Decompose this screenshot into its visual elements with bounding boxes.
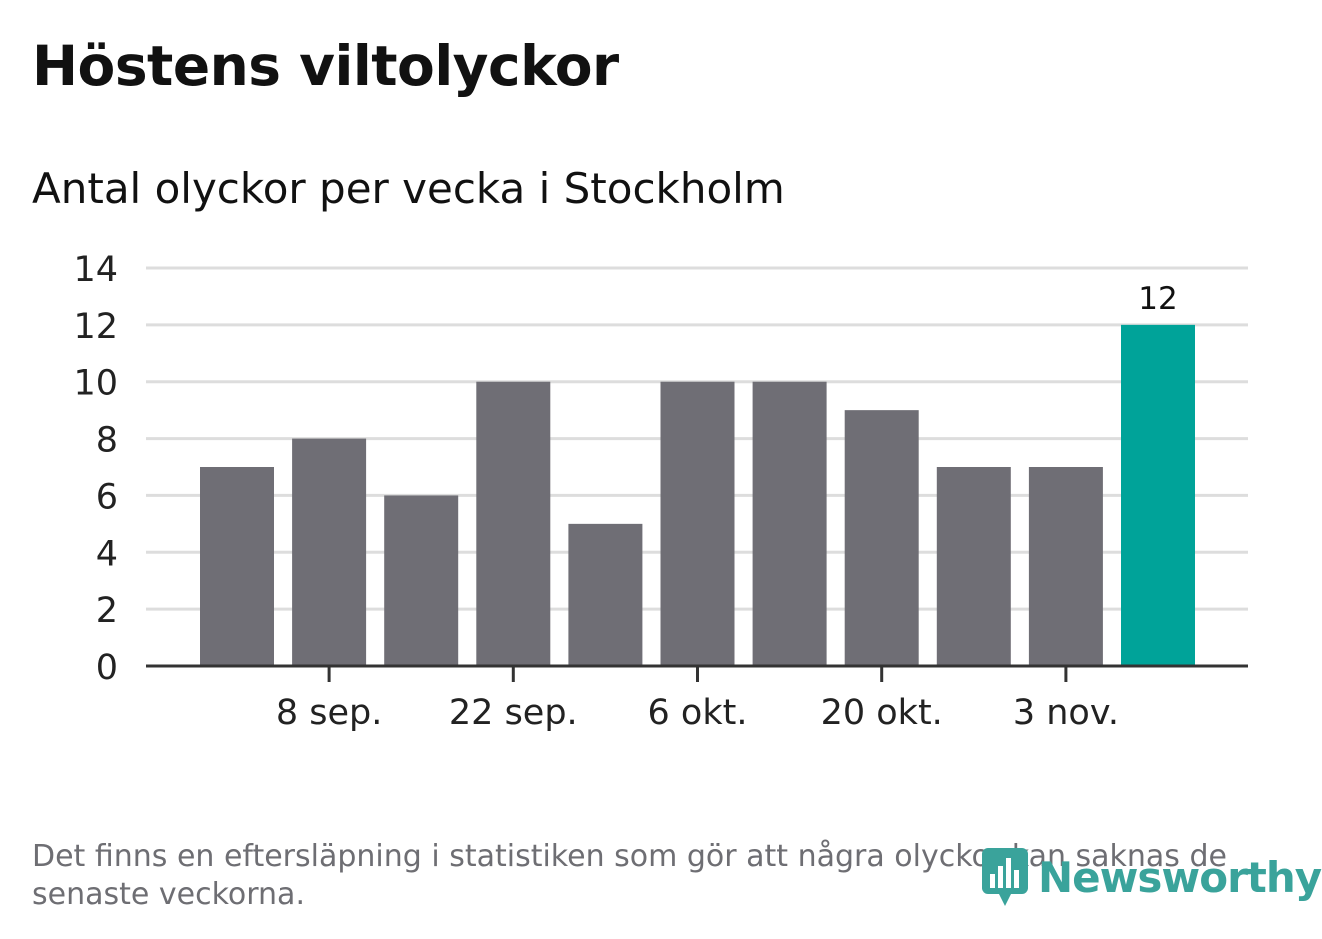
chart-title: Höstens viltolyckor bbox=[32, 34, 619, 98]
y-tick-label: 2 bbox=[96, 591, 118, 631]
x-tick-label: 22 sep. bbox=[449, 693, 578, 733]
bar bbox=[476, 381, 551, 666]
y-tick-label: 8 bbox=[96, 421, 118, 461]
x-tick-label: 8 sep. bbox=[276, 693, 383, 733]
y-tick-label: 14 bbox=[73, 250, 118, 290]
bar bbox=[568, 523, 643, 666]
bar bbox=[936, 467, 1011, 666]
chart-subtitle: Antal olyckor per vecka i Stockholm bbox=[32, 164, 785, 213]
bar bbox=[660, 381, 735, 666]
y-tick-label: 0 bbox=[96, 648, 118, 688]
bar bbox=[844, 410, 919, 666]
x-tick-label: 6 okt. bbox=[648, 693, 748, 733]
y-tick-label: 10 bbox=[73, 364, 118, 404]
newsworthy-logo: Newsworthy bbox=[980, 846, 1322, 908]
bar bbox=[292, 438, 367, 666]
y-tick-label: 4 bbox=[96, 534, 118, 574]
x-tick-label: 3 nov. bbox=[1013, 693, 1119, 733]
x-tick-label: 20 okt. bbox=[821, 693, 943, 733]
data-label: 12 bbox=[1138, 281, 1177, 317]
newsworthy-logo-icon bbox=[982, 848, 1028, 906]
y-tick-label: 12 bbox=[73, 307, 118, 347]
bar bbox=[384, 495, 459, 666]
y-tick-label: 6 bbox=[96, 477, 118, 517]
bar bbox=[200, 467, 274, 666]
bar-chart: 0 2 4 6 8 10 12 14 12 8 sep. 22 sep. 6 okt. 20 okt. 3… bbox=[73, 250, 1248, 733]
logo-text: Newsworthy bbox=[1038, 852, 1322, 902]
bar bbox=[1121, 324, 1195, 666]
bar bbox=[752, 381, 827, 666]
bar bbox=[1028, 467, 1103, 666]
